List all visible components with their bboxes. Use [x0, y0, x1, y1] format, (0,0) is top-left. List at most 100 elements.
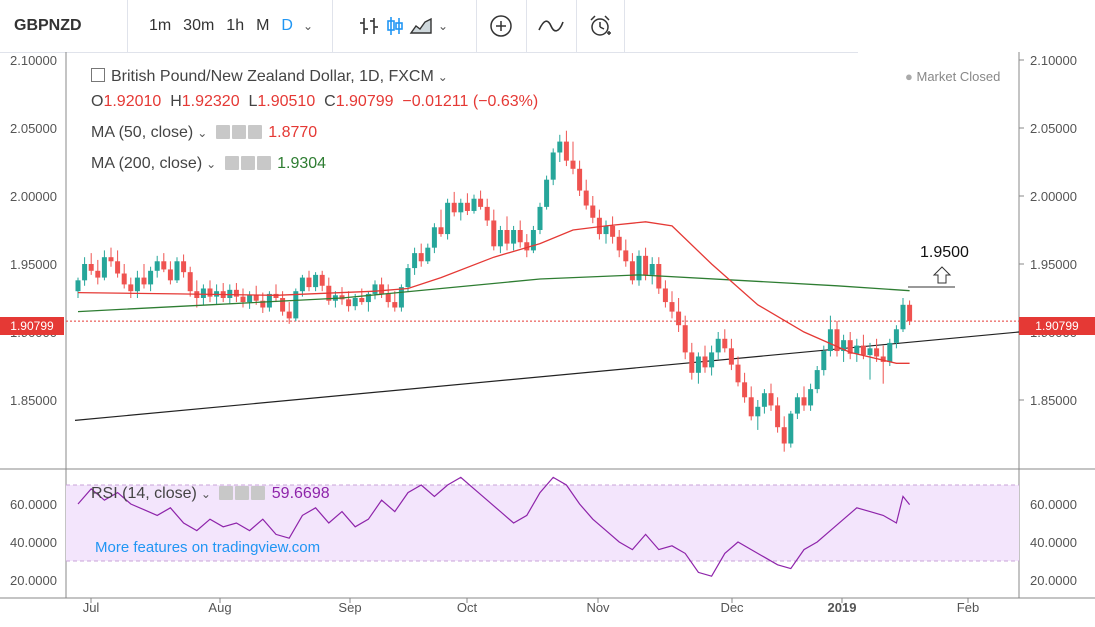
- candle: [260, 292, 266, 313]
- candle-body: [161, 261, 167, 270]
- ma200-close-icon[interactable]: [256, 156, 271, 170]
- indicators-button[interactable]: [526, 0, 577, 52]
- candle-body: [392, 302, 398, 308]
- timeframe-dropdown-icon[interactable]: ⌄: [302, 19, 314, 33]
- price-tick-right: 1.85000: [1030, 393, 1077, 408]
- candle: [484, 198, 490, 226]
- candle: [636, 250, 642, 286]
- candle: [524, 234, 530, 258]
- candle-body: [273, 293, 279, 298]
- market-status-text: Market Closed: [916, 69, 1001, 84]
- bar-chart-icon[interactable]: [356, 13, 382, 39]
- rsi-close-icon[interactable]: [251, 486, 266, 500]
- candle-body: [847, 340, 853, 354]
- candle: [385, 284, 391, 308]
- candle: [346, 291, 352, 312]
- top-toolbar: GBPNZD 1m 30m 1h M D ⌄ ⌄: [0, 0, 858, 53]
- candle-body: [643, 255, 649, 275]
- candle-body: [768, 393, 774, 406]
- candle: [187, 266, 193, 297]
- candle-body: [682, 325, 688, 353]
- ma50-settings-icon[interactable]: [215, 125, 230, 139]
- collapse-legend-icon[interactable]: [91, 68, 105, 82]
- candle-body: [907, 304, 913, 322]
- timeframe-1m[interactable]: 1m: [148, 17, 172, 34]
- candle-body: [299, 277, 305, 292]
- ma50-gear-icon[interactable]: [231, 125, 246, 139]
- candle-body: [154, 261, 160, 271]
- candle: [101, 250, 107, 281]
- candle-body: [761, 393, 767, 407]
- ma50-legend: MA (50, close) ⌄ 1.8770: [91, 124, 317, 142]
- candle-body: [101, 257, 107, 278]
- candle: [319, 270, 325, 292]
- rsi-settings-icon[interactable]: [219, 486, 234, 500]
- rsi-menu-chevron-icon[interactable]: ⌄: [200, 487, 211, 501]
- ohlc-o-label: O: [91, 93, 104, 110]
- ma200-legend: MA (200, close) ⌄ 1.9304: [91, 155, 326, 173]
- timeframe-d[interactable]: D: [281, 17, 293, 34]
- up-arrow-icon: [932, 266, 952, 284]
- candle: [616, 230, 622, 258]
- candle-body: [610, 225, 616, 237]
- candle: [464, 193, 470, 216]
- candle-body: [748, 397, 754, 417]
- candle-body: [266, 293, 272, 308]
- candle: [669, 291, 675, 319]
- ma200-menu-chevron-icon[interactable]: ⌄: [206, 157, 217, 171]
- candle-body: [715, 338, 721, 353]
- candle-body: [451, 202, 457, 213]
- symbol-menu-chevron-icon[interactable]: ⌄: [437, 70, 448, 84]
- candle: [544, 175, 550, 210]
- ma200-gear-icon[interactable]: [240, 156, 255, 170]
- chart-style-dropdown-icon[interactable]: ⌄: [437, 19, 449, 33]
- timeframe-1h[interactable]: 1h: [226, 17, 245, 34]
- candle-body: [550, 152, 556, 180]
- candle-body: [695, 356, 701, 373]
- candle: [761, 389, 767, 414]
- candle: [880, 345, 886, 384]
- candlestick-icon[interactable]: [382, 13, 408, 39]
- add-indicator-button[interactable]: [476, 0, 527, 52]
- time-tick-label: Dec: [720, 600, 744, 615]
- candle-body: [128, 284, 134, 292]
- candle-body: [603, 225, 609, 235]
- candle-body: [207, 288, 213, 297]
- candle-body: [702, 356, 708, 368]
- candle: [425, 243, 431, 264]
- price-tick-left: 1.85000: [10, 393, 57, 408]
- candle-body: [662, 288, 668, 303]
- timeframe-30m[interactable]: 30m: [183, 17, 215, 34]
- price-tick-right: 2.05000: [1030, 121, 1077, 136]
- tradingview-watermark[interactable]: More features on tradingview.com: [95, 539, 321, 556]
- candle: [695, 352, 701, 384]
- rsi-line: [77, 476, 911, 577]
- alert-button[interactable]: [576, 0, 625, 52]
- candle: [662, 280, 668, 308]
- price-tick-left: 2.00000: [10, 189, 57, 204]
- candle-body: [379, 284, 385, 294]
- ohlc-c-label: C: [324, 93, 336, 110]
- candle: [742, 372, 748, 403]
- candle: [577, 160, 583, 196]
- candle: [451, 191, 457, 217]
- candle: [682, 315, 688, 360]
- rsi-gear-icon[interactable]: [235, 486, 250, 500]
- candle: [247, 291, 253, 309]
- candle-body: [134, 277, 140, 292]
- ma50-close-icon[interactable]: [247, 125, 262, 139]
- candle: [141, 264, 147, 289]
- candle: [907, 300, 913, 326]
- candle: [781, 416, 787, 452]
- candle-body: [458, 202, 464, 213]
- symbol-search[interactable]: GBPNZD: [0, 0, 128, 52]
- ma200-settings-icon[interactable]: [224, 156, 239, 170]
- area-chart-icon[interactable]: [408, 13, 434, 39]
- candle-body: [511, 230, 517, 244]
- candle-body: [623, 250, 629, 262]
- timeframe-m[interactable]: M: [256, 17, 270, 34]
- ma50-menu-chevron-icon[interactable]: ⌄: [197, 126, 208, 140]
- candle-body: [167, 269, 173, 281]
- candle: [735, 356, 741, 387]
